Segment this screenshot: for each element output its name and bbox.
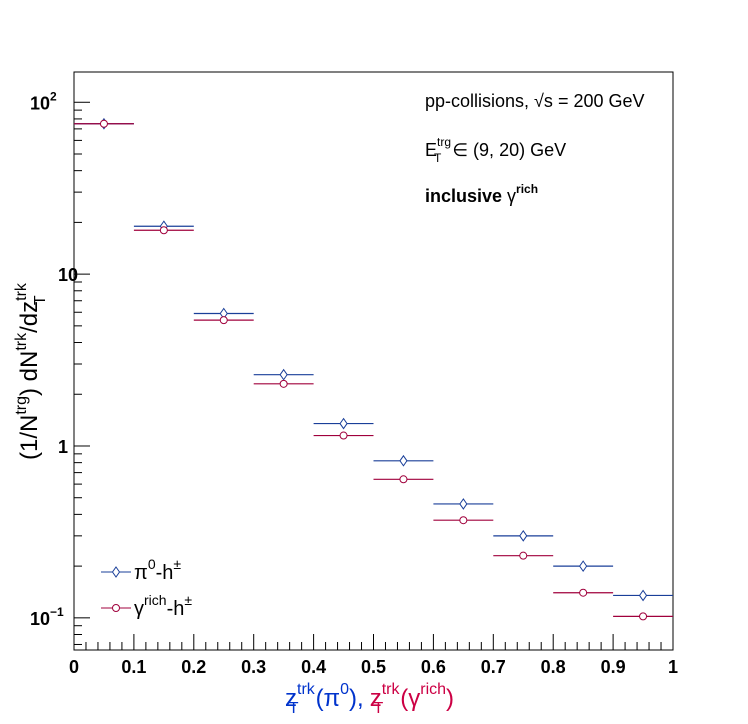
- x-tick-label: 0.3: [241, 657, 266, 677]
- series-1-point: [459, 516, 468, 525]
- x-tick-label: 0.1: [121, 657, 146, 677]
- series-0-point: [459, 498, 468, 510]
- data-marks: [74, 117, 673, 621]
- legend-entry-pi0: π0-h±: [101, 556, 181, 584]
- y-tick-label: 102: [30, 89, 57, 113]
- series-1-point: [219, 316, 228, 325]
- x-tick-label: 0: [69, 657, 79, 677]
- series-0-point: [519, 529, 528, 542]
- annotation-selection: inclusive γrich: [425, 182, 538, 206]
- svg-text:γrich-h±: γrich-h±: [134, 592, 192, 620]
- series-1-point: [159, 226, 168, 235]
- legend: π0-h± γrich-h±: [101, 556, 192, 620]
- svg-text:π0-h±: π0-h±: [134, 556, 181, 584]
- series-1-point: [339, 431, 348, 440]
- series-1-point: [99, 119, 108, 128]
- x-tick-label: 0.5: [361, 657, 386, 677]
- series-0-point: [279, 368, 288, 381]
- series-0-point: [339, 417, 348, 430]
- legend-label-gamma-base: γ: [134, 598, 144, 620]
- x-tick-label: 0.6: [421, 657, 446, 677]
- x-tick-label: 0.4: [301, 657, 326, 677]
- legend-entry-gamma-rich: γrich-h±: [101, 592, 192, 620]
- x-tick-label: 0.7: [481, 657, 506, 677]
- y-tick-label: 10: [58, 265, 78, 285]
- x-tick-label: 1: [668, 657, 678, 677]
- series-0-point: [579, 560, 588, 572]
- x-tick-label: 0.2: [181, 657, 206, 677]
- series-1-point: [519, 551, 528, 560]
- legend-label-pi0-base: π: [134, 562, 148, 584]
- y-axis-title: (1/Ntrg) dNtrk/dztrk T: [13, 282, 49, 460]
- series-1-point: [639, 612, 648, 621]
- series-1-point: [279, 379, 288, 388]
- series-0-point: [638, 589, 648, 602]
- series-0-point: [399, 454, 408, 467]
- x-axis-title: ztrk T (π0), ztrk T (γrich): [285, 681, 454, 717]
- annotation-collision: pp-collisions, √s = 200 GeV: [425, 91, 645, 111]
- series-1-point: [399, 475, 408, 484]
- x-tick-label: 0.9: [601, 657, 626, 677]
- y-tick-label: 10−1: [30, 605, 64, 629]
- annotation-trigger-energy: Etrg T ∈ (9, 20) GeV: [425, 135, 566, 165]
- axis-ticks: 0 0.1 0.2 0.3 0.4 0.5 0.6 0.7 0.8 0.9 1 102 10 1 10−1: [30, 89, 678, 677]
- y-tick-label: 1: [58, 437, 68, 457]
- series-1-point: [579, 588, 588, 597]
- x-tick-label: 0.8: [541, 657, 566, 677]
